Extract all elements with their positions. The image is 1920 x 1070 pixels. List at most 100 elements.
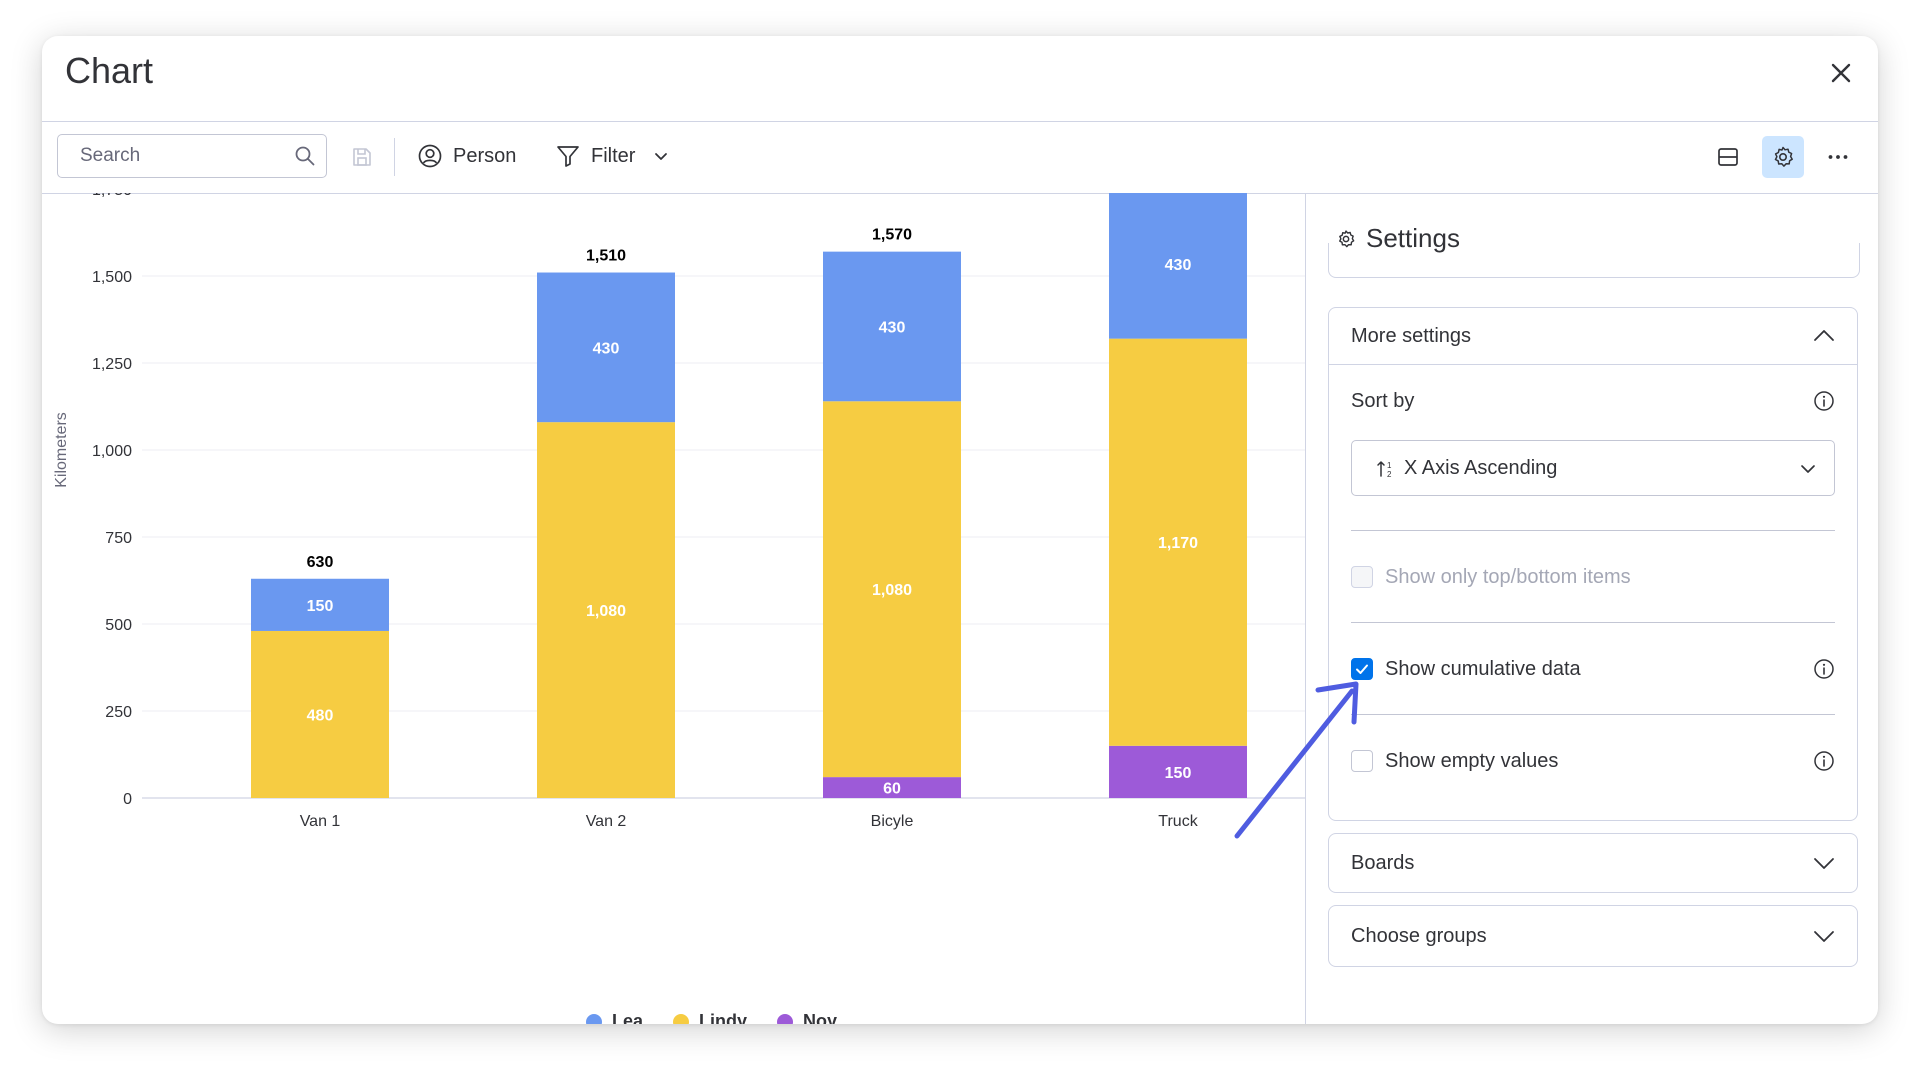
filter-button[interactable]: Filter	[555, 136, 671, 176]
legend-dot-noy	[777, 1013, 794, 1024]
show-cumulative-label: Show cumulative data	[1385, 657, 1581, 680]
chevron-down-icon[interactable]	[651, 146, 671, 166]
more-settings-label: More settings	[1351, 324, 1472, 347]
toolbar-divider	[394, 138, 395, 176]
legend-dot-lea	[586, 1013, 602, 1024]
bar-value-label: 1,170	[1158, 535, 1198, 552]
bar-value-label: 480	[307, 707, 334, 724]
sort-ascending-icon: 1 2	[1377, 461, 1392, 479]
stacked-bar-chart: 02505007501,0001,2501,5001,7502,000Kilom…	[53, 95, 1332, 830]
separator	[1351, 622, 1835, 623]
chevron-down-icon	[1814, 858, 1834, 869]
choose-groups-header[interactable]: Choose groups	[1351, 906, 1837, 966]
chart-window: Chart Person	[42, 36, 1878, 1024]
boards-label: Boards	[1351, 851, 1415, 874]
show-empty-checkbox[interactable]	[1351, 750, 1373, 772]
bar-segment-noy[interactable]	[823, 777, 961, 798]
bar-segment-lindy[interactable]	[1109, 338, 1247, 746]
separator	[1351, 714, 1835, 715]
bar-value-label: 430	[1165, 257, 1192, 274]
legend-item-lea[interactable]: Lea	[586, 1011, 643, 1024]
x-tick-label: Van 1	[300, 813, 341, 830]
boards-header[interactable]: Boards	[1351, 834, 1837, 892]
legend-label-noy: Noy	[803, 1011, 838, 1024]
settings-header: Settings	[1336, 223, 1460, 254]
filter-label: Filter	[591, 144, 636, 167]
chart-area: 02505007501,0001,2501,5001,7502,000Kilom…	[42, 95, 1332, 1024]
choose-groups-card[interactable]: Choose groups	[1328, 905, 1858, 967]
person-filter-button[interactable]: Person	[417, 136, 516, 176]
chevron-up-icon[interactable]	[1811, 323, 1837, 349]
more-options-button[interactable]	[1817, 136, 1859, 178]
bar-segment-lindy[interactable]	[537, 422, 675, 798]
filter-icon	[557, 146, 579, 167]
show-top-bottom-checkbox[interactable]	[1351, 566, 1373, 588]
x-tick-label: Bicyle	[871, 813, 914, 830]
x-tick-label: Van 2	[586, 813, 627, 830]
bar-segment-lea[interactable]	[1109, 189, 1247, 339]
person-icon	[418, 144, 442, 168]
search-box	[57, 134, 327, 178]
more-settings-divider	[1329, 364, 1857, 365]
bar-value-label: 430	[879, 319, 906, 336]
more-settings-header[interactable]: More settings	[1351, 308, 1837, 364]
bar-value-label: 1,080	[872, 582, 912, 599]
window-title: Chart	[65, 50, 154, 91]
y-tick-label: 1,750	[92, 193, 132, 199]
show-cumulative-checkbox[interactable]	[1351, 658, 1373, 680]
boards-card[interactable]: Boards	[1328, 833, 1858, 893]
bar-value-label: 60	[883, 781, 901, 798]
legend-item-noy[interactable]: Noy	[777, 1011, 837, 1024]
header-divider	[42, 121, 1878, 122]
bar-segment-lea[interactable]	[537, 272, 675, 423]
chart-legend: Lea Lindy Noy	[586, 1011, 837, 1024]
legend-item-lindy[interactable]: Lindy	[673, 1011, 747, 1024]
y-tick-label: 500	[105, 617, 132, 634]
bar-total-label: 1,510	[586, 248, 626, 265]
close-button[interactable]	[1826, 58, 1856, 88]
y-tick-label: 1,500	[92, 269, 132, 286]
x-tick-label: Truck	[1158, 813, 1198, 830]
legend-label-lindy: Lindy	[699, 1011, 748, 1024]
legend-label-lea: Lea	[612, 1011, 644, 1024]
chevron-down-icon	[1801, 465, 1815, 473]
bar-value-label: 1,080	[586, 603, 626, 620]
search-icon[interactable]	[294, 145, 316, 167]
settings-button[interactable]	[1762, 136, 1804, 178]
bar-segment-lea[interactable]	[823, 251, 961, 402]
y-axis-label: Kilometers	[53, 412, 70, 488]
layout-button[interactable]	[1707, 136, 1749, 178]
settings-panel: Settings More settings Sort by 1	[1305, 193, 1878, 1024]
y-tick-label: 0	[123, 791, 132, 808]
y-tick-label: 1,000	[92, 443, 132, 460]
checkmark-icon	[1356, 664, 1368, 674]
bar-total-label: 630	[307, 554, 334, 571]
svg-text:2: 2	[1387, 470, 1392, 479]
bar-value-label: 150	[307, 598, 334, 615]
bar-segment-lindy[interactable]	[251, 630, 389, 798]
gear-icon	[1774, 146, 1793, 167]
sort-by-select[interactable]: 1 2 X Axis Ascending	[1351, 440, 1835, 496]
bar-segment-lea[interactable]	[251, 578, 389, 631]
show-top-bottom-label: Show only top/bottom items	[1385, 565, 1631, 588]
settings-title: Settings	[1366, 223, 1460, 253]
bar-total-label: 1,570	[872, 227, 912, 244]
bar-value-label: 150	[1165, 765, 1192, 782]
chevron-down-icon	[1814, 931, 1834, 942]
svg-text:1: 1	[1387, 461, 1392, 470]
close-icon	[1831, 63, 1851, 83]
info-icon[interactable]	[1813, 750, 1835, 772]
y-tick-label: 750	[105, 530, 132, 547]
legend-dot-lindy	[673, 1013, 690, 1024]
layout-icon	[1718, 148, 1738, 166]
bar-value-label: 430	[593, 340, 620, 357]
save-view-button[interactable]	[341, 136, 383, 178]
sort-by-label: Sort by	[1351, 390, 1415, 412]
bar-segment-lindy[interactable]	[823, 401, 961, 778]
more-settings-card: More settings Sort by 1 2 X Axis Ascendi…	[1328, 307, 1858, 821]
choose-groups-label: Choose groups	[1351, 924, 1487, 947]
info-icon[interactable]	[1813, 658, 1835, 680]
bar-segment-noy[interactable]	[1109, 745, 1247, 798]
search-input[interactable]	[58, 135, 278, 177]
info-icon[interactable]	[1813, 390, 1835, 412]
